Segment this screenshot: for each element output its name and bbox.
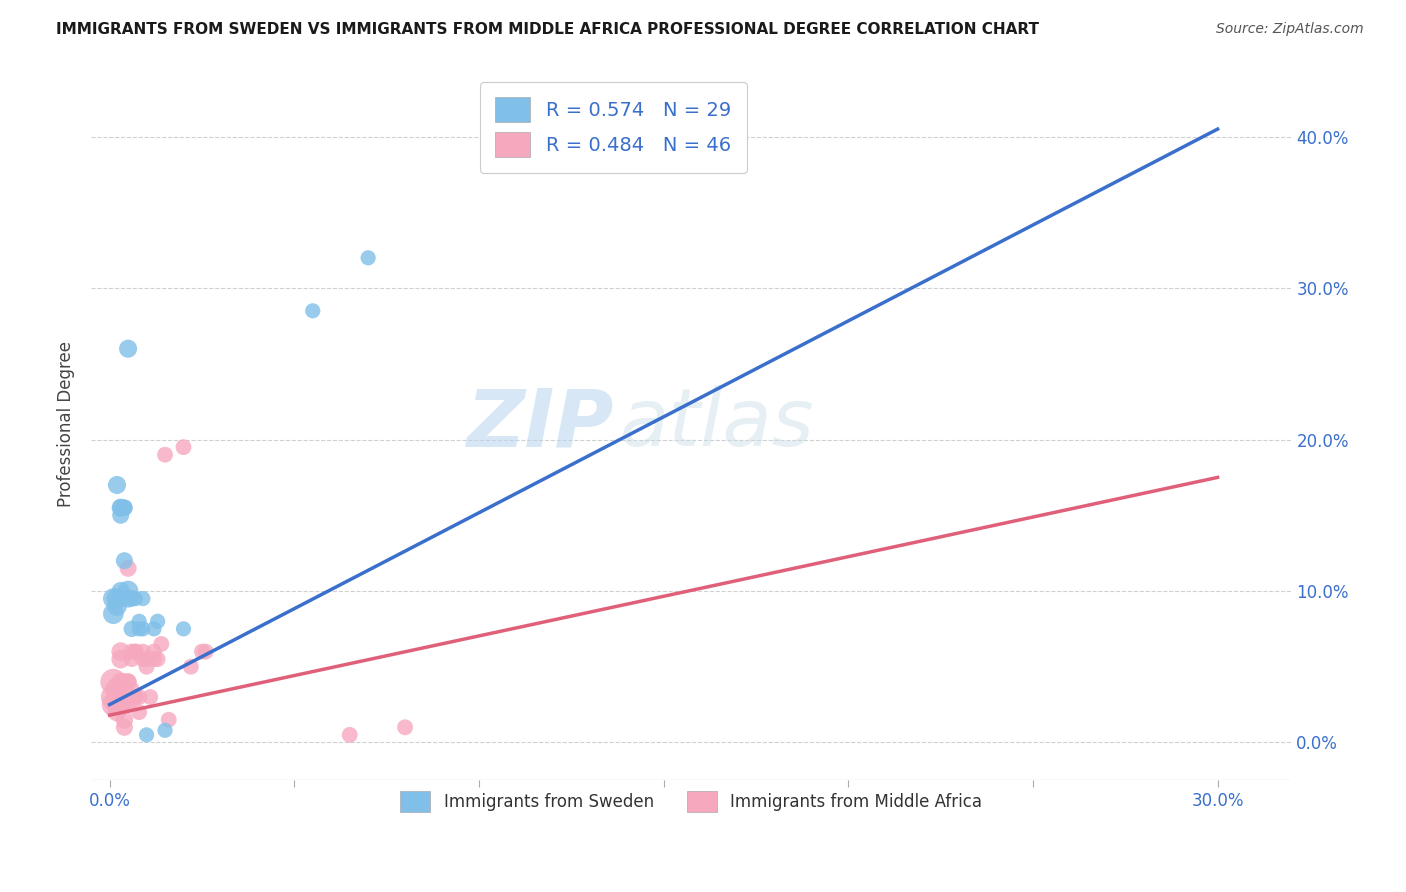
Point — [146, 615, 169, 629]
Point — [110, 500, 132, 515]
Point — [112, 500, 135, 515]
Point — [110, 584, 132, 599]
Point — [173, 622, 195, 636]
Point — [339, 728, 361, 742]
Point — [394, 720, 416, 734]
Point — [132, 644, 155, 658]
Point — [135, 728, 157, 742]
Point — [135, 652, 157, 666]
Point — [124, 690, 146, 704]
Point — [191, 644, 214, 658]
Point — [150, 637, 173, 651]
Point — [110, 500, 132, 515]
Point — [132, 652, 155, 666]
Point — [117, 674, 139, 689]
Point — [124, 591, 146, 606]
Point — [112, 698, 135, 712]
Point — [112, 500, 135, 515]
Point — [142, 652, 165, 666]
Point — [117, 584, 139, 599]
Point — [110, 508, 132, 523]
Point — [105, 698, 128, 712]
Point — [117, 698, 139, 712]
Point — [132, 622, 155, 636]
Point — [112, 554, 135, 568]
Point — [142, 622, 165, 636]
Text: atlas: atlas — [619, 385, 814, 464]
Point — [128, 690, 150, 704]
Point — [103, 674, 125, 689]
Point — [121, 682, 143, 697]
Point — [121, 622, 143, 636]
Point — [157, 713, 180, 727]
Point — [103, 690, 125, 704]
Point — [121, 644, 143, 658]
Point — [112, 674, 135, 689]
Point — [180, 659, 202, 673]
Point — [103, 698, 125, 712]
Point — [153, 448, 176, 462]
Legend: Immigrants from Sweden, Immigrants from Middle Africa: Immigrants from Sweden, Immigrants from … — [387, 777, 995, 825]
Point — [121, 652, 143, 666]
Point — [117, 674, 139, 689]
Point — [128, 705, 150, 719]
Point — [110, 674, 132, 689]
Point — [110, 652, 132, 666]
Point — [153, 723, 176, 738]
Point — [117, 591, 139, 606]
Point — [128, 615, 150, 629]
Point — [301, 303, 323, 318]
Point — [105, 690, 128, 704]
Point — [128, 622, 150, 636]
Point — [112, 720, 135, 734]
Text: IMMIGRANTS FROM SWEDEN VS IMMIGRANTS FROM MIDDLE AFRICA PROFESSIONAL DEGREE CORR: IMMIGRANTS FROM SWEDEN VS IMMIGRANTS FRO… — [56, 22, 1039, 37]
Point — [132, 591, 155, 606]
Point — [117, 561, 139, 575]
Point — [105, 478, 128, 492]
Text: ZIP: ZIP — [465, 385, 613, 464]
Point — [135, 659, 157, 673]
Point — [357, 251, 380, 265]
Point — [103, 607, 125, 621]
Point — [105, 591, 128, 606]
Point — [105, 599, 128, 614]
Point — [121, 591, 143, 606]
Point — [117, 342, 139, 356]
Point — [105, 690, 128, 704]
Y-axis label: Professional Degree: Professional Degree — [58, 342, 75, 508]
Point — [173, 440, 195, 454]
Point — [194, 644, 217, 658]
Text: Source: ZipAtlas.com: Source: ZipAtlas.com — [1216, 22, 1364, 37]
Point — [124, 690, 146, 704]
Point — [103, 591, 125, 606]
Point — [110, 644, 132, 658]
Point — [105, 705, 128, 719]
Point — [146, 652, 169, 666]
Point — [105, 682, 128, 697]
Point — [142, 644, 165, 658]
Point — [139, 690, 162, 704]
Point — [112, 713, 135, 727]
Point — [124, 644, 146, 658]
Point — [124, 644, 146, 658]
Point — [110, 698, 132, 712]
